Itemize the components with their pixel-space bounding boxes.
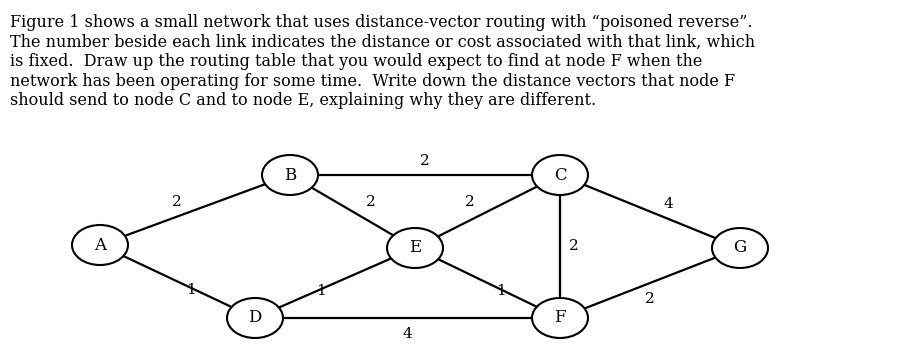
- Text: F: F: [554, 310, 566, 327]
- Text: E: E: [409, 239, 421, 256]
- Text: G: G: [733, 239, 747, 256]
- Text: 4: 4: [663, 197, 673, 211]
- Text: network has been operating for some time.  Write down the distance vectors that : network has been operating for some time…: [10, 72, 735, 90]
- Text: 2: 2: [172, 195, 182, 209]
- Text: 2: 2: [420, 154, 430, 168]
- Text: is fixed.  Draw up the routing table that you would expect to find at node F whe: is fixed. Draw up the routing table that…: [10, 53, 703, 70]
- Text: 2: 2: [465, 194, 474, 208]
- Text: Figure 1 shows a small network that uses distance-vector routing with “poisoned : Figure 1 shows a small network that uses…: [10, 14, 752, 31]
- Text: 2: 2: [569, 239, 579, 253]
- Text: A: A: [94, 237, 106, 253]
- Ellipse shape: [532, 155, 588, 195]
- Text: D: D: [248, 310, 262, 327]
- Ellipse shape: [532, 298, 588, 338]
- Text: 1: 1: [497, 284, 506, 298]
- Text: The number beside each link indicates the distance or cost associated with that : The number beside each link indicates th…: [10, 33, 755, 50]
- Text: C: C: [554, 166, 566, 184]
- Text: B: B: [284, 166, 296, 184]
- Ellipse shape: [387, 228, 443, 268]
- Ellipse shape: [712, 228, 768, 268]
- Ellipse shape: [227, 298, 283, 338]
- Text: 2: 2: [365, 194, 375, 208]
- Text: should send to node C and to node E, explaining why they are different.: should send to node C and to node E, exp…: [10, 92, 596, 109]
- Ellipse shape: [262, 155, 318, 195]
- Ellipse shape: [72, 225, 128, 265]
- Text: 4: 4: [402, 327, 412, 341]
- Text: 1: 1: [187, 283, 197, 297]
- Text: 1: 1: [316, 284, 326, 298]
- Text: 2: 2: [645, 292, 655, 306]
